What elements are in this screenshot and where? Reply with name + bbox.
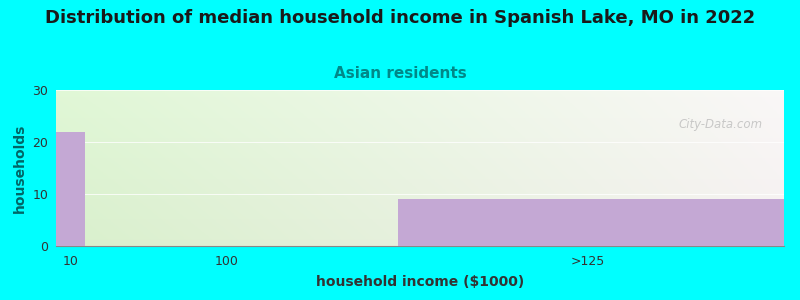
Text: Distribution of median household income in Spanish Lake, MO in 2022: Distribution of median household income … [45,9,755,27]
Text: Asian residents: Asian residents [334,66,466,81]
X-axis label: household income ($1000): household income ($1000) [316,275,524,289]
Bar [56,132,85,246]
Bar [398,199,784,246]
Y-axis label: households: households [13,123,27,213]
Text: City-Data.com: City-Data.com [678,118,762,131]
